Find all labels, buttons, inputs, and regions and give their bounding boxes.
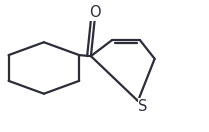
Text: S: S <box>139 99 148 114</box>
Text: O: O <box>89 5 101 20</box>
